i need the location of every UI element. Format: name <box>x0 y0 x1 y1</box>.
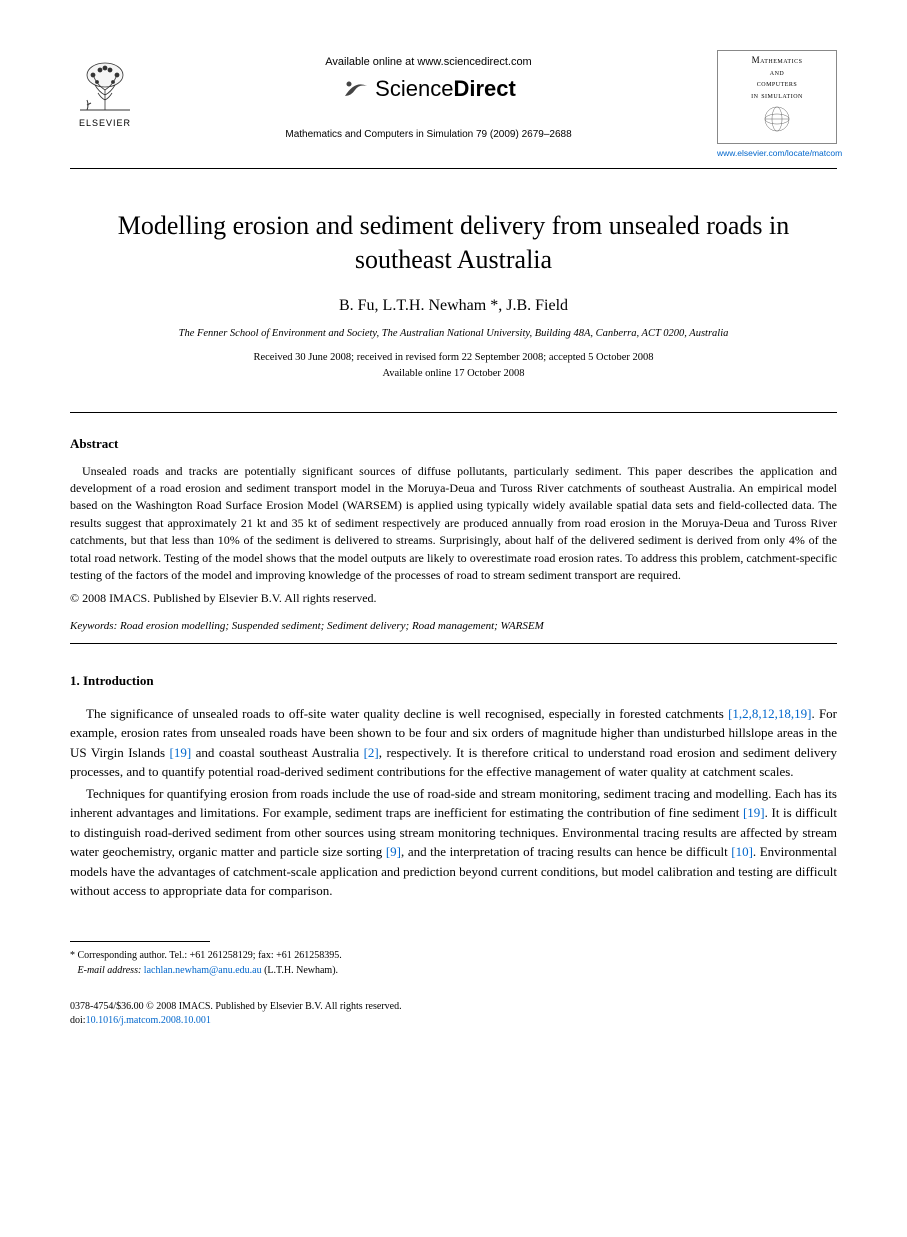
citation-link[interactable]: [19] <box>169 745 191 760</box>
elsevier-logo: ELSEVIER <box>70 50 140 130</box>
email-attribution: (L.T.H. Newham). <box>262 965 338 976</box>
citation-link[interactable]: [10] <box>731 844 753 859</box>
issn-copyright: 0378-4754/$36.00 © 2008 IMACS. Published… <box>70 1000 837 1014</box>
footnote-email-line: E-mail address: lachlan.newham@anu.edu.a… <box>70 963 837 978</box>
footnote-contact: * Corresponding author. Tel.: +61 261258… <box>70 948 837 963</box>
header-rule <box>70 168 837 169</box>
keywords-line: Keywords: Road erosion modelling; Suspen… <box>70 619 837 634</box>
intro-paragraph-2: Techniques for quantifying erosion from … <box>70 784 837 901</box>
journal-title-line4: in simulation <box>720 90 834 102</box>
journal-title-box: Mathematics and computers in simulation <box>717 50 837 144</box>
corresponding-author-footnote: * Corresponding author. Tel.: +61 261258… <box>70 948 837 978</box>
sciencedirect-logo: ScienceDirect <box>341 74 516 105</box>
affiliation: The Fenner School of Environment and Soc… <box>70 327 837 342</box>
p2-text-a: Techniques for quantifying erosion from … <box>70 786 837 821</box>
p1-text-a: The significance of unsealed roads to of… <box>86 706 728 721</box>
journal-title-line2: and <box>720 67 834 79</box>
available-online-text: Available online at www.sciencedirect.co… <box>140 55 717 70</box>
sciencedirect-swoosh-icon <box>341 76 369 104</box>
abstract-top-rule <box>70 412 837 413</box>
keywords-label: Keywords: <box>70 620 117 632</box>
elsevier-tree-icon <box>75 60 135 115</box>
p2-text-c: , and the interpretation of tracing resu… <box>401 844 731 859</box>
citation-link[interactable]: [2] <box>364 745 379 760</box>
email-label: E-mail address: <box>78 965 142 976</box>
keywords-text: Road erosion modelling; Suspended sedime… <box>117 620 544 632</box>
brand-part1: Science <box>375 76 453 101</box>
footnote-rule <box>70 941 210 942</box>
article-title: Modelling erosion and sediment delivery … <box>110 209 797 277</box>
dates-line1: Received 30 June 2008; received in revis… <box>70 350 837 366</box>
page-header: ELSEVIER Available online at www.science… <box>70 50 837 160</box>
abstract-body: Unsealed roads and tracks are potentiall… <box>70 463 837 585</box>
sciencedirect-text: ScienceDirect <box>375 74 516 105</box>
authors-text: B. Fu, L.T.H. Newham *, J.B. Field <box>339 297 568 314</box>
center-header: Available online at www.sciencedirect.co… <box>140 50 717 142</box>
journal-url-link[interactable]: www.elsevier.com/locate/matcom <box>717 148 837 160</box>
brand-part2: Direct <box>453 76 515 101</box>
citation-link[interactable]: [19] <box>743 805 765 820</box>
authors: B. Fu, L.T.H. Newham *, J.B. Field <box>70 295 837 317</box>
doi-link[interactable]: 10.1016/j.matcom.2008.10.001 <box>86 1015 211 1026</box>
citation-link[interactable]: [9] <box>386 844 401 859</box>
globe-icon <box>762 104 792 134</box>
citation-link[interactable]: [1,2,8,12,18,19] <box>728 706 811 721</box>
doi-line: doi:10.1016/j.matcom.2008.10.001 <box>70 1014 837 1028</box>
introduction-heading: 1. Introduction <box>70 672 837 690</box>
article-dates: Received 30 June 2008; received in revis… <box>70 350 837 382</box>
journal-cover-box: Mathematics and computers in simulation … <box>717 50 837 160</box>
abstract-heading: Abstract <box>70 435 837 453</box>
dates-line2: Available online 17 October 2008 <box>70 366 837 382</box>
email-link[interactable]: lachlan.newham@anu.edu.au <box>144 965 262 976</box>
intro-paragraph-1: The significance of unsealed roads to of… <box>70 704 837 782</box>
journal-title-line1: Mathematics <box>720 55 834 67</box>
journal-reference: Mathematics and Computers in Simulation … <box>140 128 717 142</box>
abstract-bottom-rule <box>70 643 837 644</box>
doi-label: doi: <box>70 1015 86 1026</box>
journal-title-line3: computers <box>720 78 834 90</box>
abstract-copyright: © 2008 IMACS. Published by Elsevier B.V.… <box>70 590 837 607</box>
page-footer: 0378-4754/$36.00 © 2008 IMACS. Published… <box>70 1000 837 1028</box>
publisher-name: ELSEVIER <box>79 117 131 130</box>
p1-text-c: and coastal southeast Australia <box>191 745 363 760</box>
